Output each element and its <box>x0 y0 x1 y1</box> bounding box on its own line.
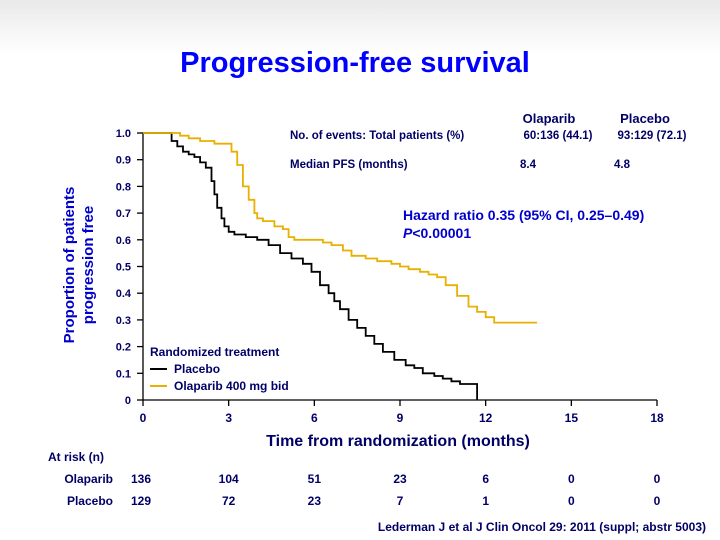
summary-events-placebo: 93:129 (72.1) <box>617 130 686 142</box>
chart-title: Progression-free survival <box>180 47 530 79</box>
legend-label-placebo: Placebo <box>174 362 220 376</box>
y-tick-label: 1.0 <box>116 128 131 140</box>
at-risk-value: 23 <box>393 472 407 486</box>
summary-col-placebo: Placebo <box>620 111 670 126</box>
survival-curves <box>143 132 538 400</box>
y-tick-label: 0.9 <box>116 155 131 167</box>
p-value: P<0.00001 <box>403 225 471 241</box>
x-tick-label: 6 <box>311 411 318 425</box>
y-tick-label: 0.8 <box>116 181 131 193</box>
at-risk-value: 51 <box>308 472 322 486</box>
y-axis-label-line1: Proportion of patients <box>61 187 78 344</box>
at-risk-value: 136 <box>131 472 151 486</box>
x-axis-label: Time from randomization (months) <box>266 433 530 450</box>
series-line-placebo <box>143 132 478 400</box>
x-tick-label: 0 <box>140 411 147 425</box>
citation: Lederman J et al J Clin Oncol 29: 2011 (… <box>378 520 706 534</box>
summary-median-placebo: 4.8 <box>614 159 631 171</box>
y-tick-label: 0.5 <box>116 262 131 274</box>
x-tick-label: 3 <box>225 411 232 425</box>
summary-median-olaparib: 8.4 <box>520 159 537 171</box>
x-tick-label: 9 <box>397 411 404 425</box>
legend-title: Randomized treatment <box>150 345 279 359</box>
x-tick-label: 15 <box>565 411 579 425</box>
at-risk-row-label: Olaparib <box>64 472 113 486</box>
at-risk-value: 0 <box>568 472 575 486</box>
p-value-symbol: P <box>403 225 413 241</box>
at-risk-value: 0 <box>654 494 661 508</box>
series-line-olaparib <box>143 132 538 324</box>
y-tick-label: 0.7 <box>116 208 131 220</box>
y-tick-label: 0.3 <box>116 315 131 327</box>
summary-events-label: No. of events: Total patients (%) <box>290 130 464 142</box>
x-tick-label: 18 <box>650 411 664 425</box>
at-risk-value: 6 <box>482 472 489 486</box>
at-risk-value: 0 <box>568 494 575 508</box>
summary-col-olaparib: Olaparib <box>523 111 576 126</box>
at-risk-rows: Olaparib 136 104 51 23 6 0 0 Placebo 129 72 23 7 1 0 0 <box>64 472 660 508</box>
y-tick-label: 0.2 <box>116 342 131 354</box>
legend-label-olaparib: Olaparib 400 mg bid <box>174 379 289 393</box>
at-risk-header: At risk (n) <box>48 450 104 464</box>
at-risk-value: 129 <box>131 494 151 508</box>
y-tick-label: 0 <box>125 395 131 407</box>
at-risk-value: 1 <box>482 494 489 508</box>
at-risk-value: 72 <box>222 494 236 508</box>
at-risk-value: 0 <box>654 472 661 486</box>
at-risk-value: 7 <box>397 494 404 508</box>
y-tick-label: 0.1 <box>116 368 131 380</box>
summary-median-label: Median PFS (months) <box>290 159 408 171</box>
at-risk-value: 104 <box>219 472 239 486</box>
y-tick-label: 0.6 <box>116 235 131 247</box>
p-value-number: <0.00001 <box>412 225 471 241</box>
x-tick-label: 12 <box>479 411 493 425</box>
y-axis-label-line2: progression free <box>80 206 97 324</box>
at-risk-value: 23 <box>308 494 322 508</box>
at-risk-row-label: Placebo <box>67 494 113 508</box>
y-tick-label: 0.4 <box>116 288 132 300</box>
x-ticks: 0 3 6 9 12 15 18 <box>140 400 664 425</box>
y-ticks: 0 0.1 0.2 0.3 0.4 0.5 0.6 0.7 0.8 0.9 1.0 <box>116 128 143 407</box>
hazard-ratio: Hazard ratio 0.35 (95% CI, 0.25–0.49) <box>403 207 644 223</box>
summary-events-olaparib: 60:136 (44.1) <box>523 130 592 142</box>
